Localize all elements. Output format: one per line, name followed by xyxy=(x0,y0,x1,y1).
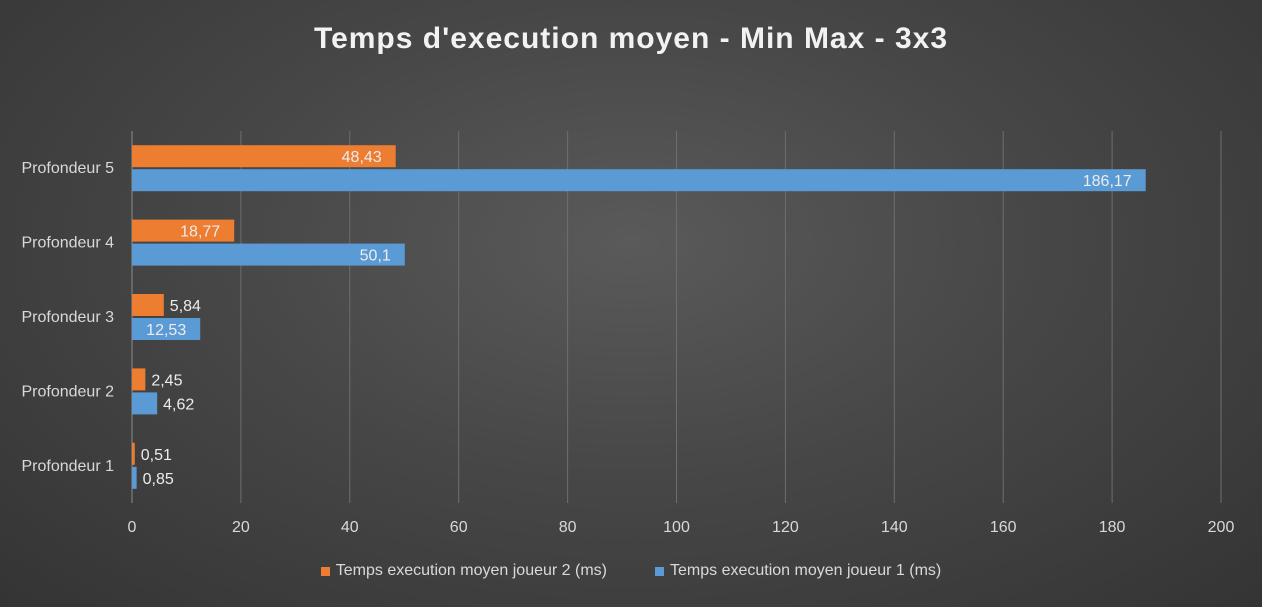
bar xyxy=(132,368,146,391)
x-tick-label: 20 xyxy=(232,519,250,536)
x-tick-label: 80 xyxy=(559,519,577,536)
data-label: 12,53 xyxy=(146,322,186,339)
bar xyxy=(132,442,135,465)
chart-title: Temps d'execution moyen - Min Max - 3x3 xyxy=(313,22,949,55)
data-label: 4,62 xyxy=(163,396,194,413)
data-label: 5,84 xyxy=(170,298,201,315)
bar xyxy=(132,294,164,316)
legend-swatch-series-2 xyxy=(655,566,664,576)
x-tick-label: 40 xyxy=(341,519,359,536)
category-label: Profondeur 2 xyxy=(21,383,114,400)
legend-item-series-1: Temps execution moyen joueur 2 (ms) xyxy=(320,562,607,580)
data-label: 18,77 xyxy=(180,224,220,241)
legend-swatch-series-1 xyxy=(320,566,330,576)
legend: Temps execution moyen joueur 2 (ms) Temp… xyxy=(0,562,1262,580)
data-label: 0,51 xyxy=(141,447,172,464)
data-label: 2,45 xyxy=(151,372,182,389)
x-tick-label: 200 xyxy=(1208,519,1235,536)
x-tick-label: 180 xyxy=(1099,519,1126,536)
x-tick-label: 160 xyxy=(990,519,1017,536)
legend-label-series-1: Temps execution moyen joueur 2 (ms) xyxy=(335,562,607,579)
category-label: Profondeur 4 xyxy=(21,235,114,252)
x-tick-label: 60 xyxy=(450,519,468,536)
bar xyxy=(132,145,396,168)
x-tick-label: 0 xyxy=(128,519,137,536)
bar xyxy=(132,219,235,242)
legend-item-series-2: Temps execution moyen joueur 1 (ms) xyxy=(655,562,941,580)
x-tick-label: 140 xyxy=(881,519,908,536)
data-label: 0,85 xyxy=(143,471,174,488)
x-tick-label: 100 xyxy=(663,519,690,536)
data-label: 48,43 xyxy=(342,149,382,166)
bar xyxy=(132,169,1146,192)
bar xyxy=(132,466,137,489)
data-label: 50,1 xyxy=(360,248,391,265)
legend-label-series-2: Temps execution moyen joueur 1 (ms) xyxy=(670,562,942,579)
bar xyxy=(132,243,405,266)
category-label: Profondeur 5 xyxy=(21,160,114,177)
bar xyxy=(132,392,158,415)
category-label: Profondeur 1 xyxy=(21,458,114,475)
category-label: Profondeur 3 xyxy=(21,309,114,326)
data-label: 186,17 xyxy=(1083,173,1132,190)
bar xyxy=(132,318,201,340)
x-tick-label: 120 xyxy=(772,519,799,536)
